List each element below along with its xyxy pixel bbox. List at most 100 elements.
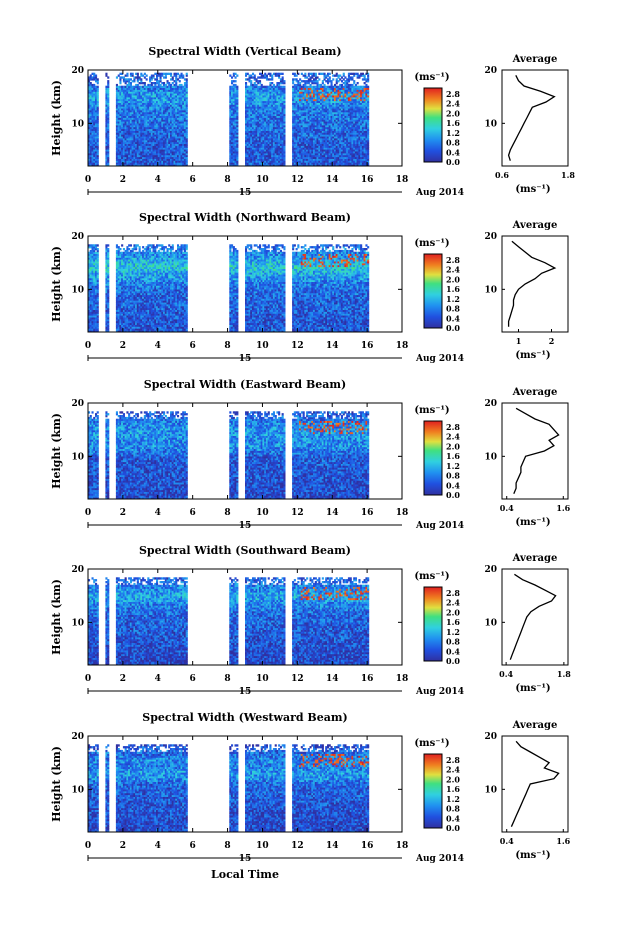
heatmap-cell — [152, 95, 155, 98]
heatmap-cell — [152, 115, 155, 118]
heatmap-cell — [91, 98, 94, 102]
heatmap-cell — [281, 72, 284, 75]
heatmap-cell — [156, 93, 159, 96]
heatmap-cell — [105, 123, 108, 126]
heatmap-cell — [313, 85, 316, 88]
heatmap-cell — [129, 108, 132, 111]
heatmap-cell — [152, 128, 155, 131]
heatmap-cell — [95, 117, 98, 120]
heatmap-cell — [93, 95, 96, 98]
heatmap-cell — [138, 149, 141, 152]
heatmap-cell — [138, 108, 141, 111]
heatmap-cell — [124, 89, 127, 92]
heatmap-cell — [135, 164, 138, 167]
heatmap-cell — [117, 100, 120, 103]
heatmap-cell — [126, 80, 129, 83]
heatmap-cell — [150, 138, 153, 141]
heatmap-cell — [88, 91, 91, 94]
heatmap-cell — [117, 130, 120, 133]
heatmap-cell — [91, 160, 94, 163]
heatmap-cell — [136, 83, 139, 87]
heatmap-cell — [95, 108, 98, 111]
heatmap-cell — [156, 154, 159, 158]
heatmap-cell — [157, 147, 160, 150]
heatmap-cell — [253, 74, 256, 77]
heatmap-cell — [105, 113, 108, 116]
heatmap-cell — [105, 128, 108, 131]
heatmap-cell — [138, 130, 141, 133]
heatmap-cell — [107, 104, 110, 107]
heatmap-cell — [105, 149, 108, 152]
heatmap-cell — [138, 95, 141, 98]
heatmap-cell — [145, 147, 148, 150]
heatmap-cell — [115, 156, 118, 159]
heatmap-cell — [269, 72, 272, 75]
heatmap-cell — [136, 87, 139, 90]
heatmap-cell — [152, 130, 155, 133]
heatmap-cell — [145, 124, 148, 128]
heatmap-cell — [96, 147, 99, 150]
heatmap-cell — [88, 139, 91, 143]
heatmap-cell — [152, 160, 155, 163]
heatmap-cell — [121, 100, 124, 103]
heatmap-cell — [143, 156, 146, 159]
heatmap-cell — [115, 124, 118, 128]
heatmap-cell — [88, 136, 91, 139]
heatmap-cell — [119, 128, 122, 131]
heatmap-cell — [156, 132, 159, 135]
heatmap-cell — [136, 96, 139, 100]
heatmap-cell — [107, 128, 110, 131]
heatmap-cell — [91, 156, 94, 159]
heatmap-cell — [152, 82, 155, 85]
heatmap-cell — [147, 151, 150, 154]
heatmap-cell — [115, 89, 118, 92]
heatmap-cell — [133, 130, 136, 133]
heatmap-cell — [96, 134, 99, 137]
heatmap-cell — [122, 141, 125, 144]
heatmap-cell — [133, 93, 136, 96]
heatmap-cell — [96, 130, 99, 133]
heatmap-cell — [129, 143, 132, 146]
heatmap-cell — [135, 89, 138, 92]
heatmap-cell — [142, 134, 145, 137]
heatmap-cell — [171, 82, 174, 85]
heatmap-cell — [122, 104, 125, 107]
heatmap-cell — [107, 130, 110, 133]
heatmap-cell — [157, 128, 160, 131]
heatmap-cell — [115, 113, 118, 116]
heatmap-cell — [159, 106, 162, 109]
heatmap-cell — [93, 158, 96, 161]
heatmap-cell — [147, 156, 150, 159]
heatmap-cell — [95, 162, 98, 165]
heatmap-cell — [154, 108, 157, 111]
heatmap-cell — [131, 162, 134, 165]
heatmap-cell — [126, 152, 129, 156]
heatmap-cell — [140, 91, 143, 94]
heatmap-cell — [119, 154, 122, 158]
heatmap-cell — [115, 147, 118, 150]
heatmap-cell — [147, 158, 150, 161]
heatmap-cell — [124, 139, 127, 143]
heatmap-cell — [133, 138, 136, 141]
heatmap-cell — [133, 108, 136, 111]
heatmap-cell — [93, 162, 96, 165]
heatmap-cell — [89, 160, 92, 163]
heatmap-cell — [122, 139, 125, 143]
heatmap-cell — [107, 91, 110, 94]
heatmap-cell — [136, 160, 139, 163]
heatmap-cell — [122, 115, 125, 118]
heatmap-cell — [93, 154, 96, 158]
heatmap-cell — [159, 151, 162, 154]
heatmap-cell — [147, 87, 150, 90]
heatmap-cell — [133, 121, 136, 124]
heatmap-cell — [138, 110, 141, 113]
heatmap-cell — [154, 152, 157, 156]
heatmap-cell — [163, 82, 166, 85]
heatmap-cell — [159, 139, 162, 143]
heatmap-cell — [93, 108, 96, 111]
heatmap-cell — [140, 100, 143, 103]
heatmap-cell — [152, 119, 155, 122]
heatmap-cell — [128, 95, 131, 98]
heatmap-cell — [140, 160, 143, 163]
heatmap-cell — [115, 154, 118, 158]
